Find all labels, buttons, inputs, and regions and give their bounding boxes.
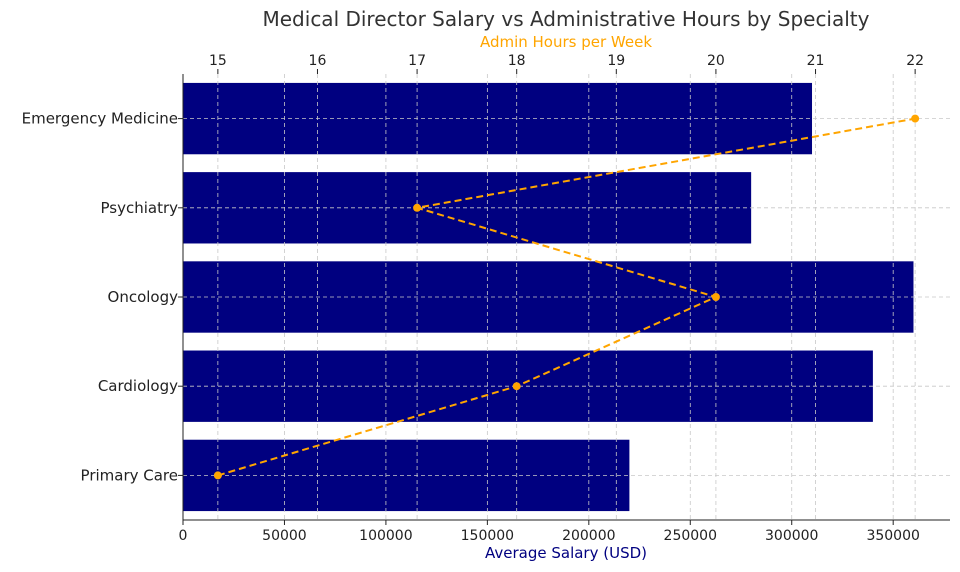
category-label: Oncology: [108, 288, 179, 306]
salary-tick-label: 350000: [866, 528, 919, 544]
salary-tick-label: 200000: [562, 528, 615, 544]
salary-bar: [183, 82, 813, 155]
hours-tick-label: 20: [707, 53, 725, 69]
category-label: Cardiology: [98, 377, 178, 395]
admin-hours-point: [413, 203, 422, 212]
category-label: Psychiatry: [100, 199, 178, 217]
category-label: Emergency Medicine: [22, 110, 178, 128]
axes: 0 50000 100000 150000 200000 250000 300000 3500…: [22, 53, 950, 544]
salary-tick-label: 0: [179, 528, 188, 544]
salary-tick-label: 100000: [359, 528, 412, 544]
salary-tick-label: 300000: [765, 528, 818, 544]
top-axis-title: Admin Hours per Week: [480, 33, 652, 51]
chart-title: Medical Director Salary vs Administrativ…: [263, 7, 870, 31]
salary-tick-label: 250000: [664, 528, 717, 544]
hours-tick-label: 16: [309, 53, 327, 69]
admin-hours-point: [911, 114, 920, 123]
salary-tick-label: 150000: [461, 528, 514, 544]
hours-tick-label: 19: [607, 53, 625, 69]
admin-hours-point: [512, 382, 521, 391]
admin-hours-line: [213, 114, 920, 480]
hours-tick-label: 18: [508, 53, 526, 69]
bottom-axis-title: Average Salary (USD): [485, 544, 647, 562]
hours-tick-label: 15: [209, 53, 227, 69]
salary-tick-label: 50000: [262, 528, 307, 544]
admin-hours-point: [711, 293, 720, 301]
hours-tick-label: 21: [807, 53, 825, 69]
hours-tick-label: 17: [408, 53, 426, 69]
hours-tick-label: 22: [906, 53, 924, 69]
category-label: Primary Care: [81, 466, 178, 484]
admin-hours-point: [213, 471, 222, 480]
